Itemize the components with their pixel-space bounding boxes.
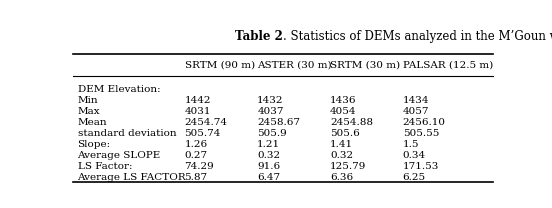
Text: 0.32: 0.32 <box>257 151 280 160</box>
Text: 2454.74: 2454.74 <box>184 118 227 126</box>
Text: 2456.10: 2456.10 <box>403 118 445 126</box>
Text: 0.32: 0.32 <box>330 151 353 160</box>
Text: standard deviation: standard deviation <box>77 129 176 137</box>
Text: 6.36: 6.36 <box>330 173 353 182</box>
Text: 6.47: 6.47 <box>257 173 280 182</box>
Text: 1.21: 1.21 <box>257 140 280 149</box>
Text: 1.41: 1.41 <box>330 140 353 149</box>
Text: 505.9: 505.9 <box>257 129 287 137</box>
Text: 1.26: 1.26 <box>184 140 208 149</box>
Text: . Statistics of DEMs analyzed in the M’Goun watershed.: . Statistics of DEMs analyzed in the M’G… <box>283 30 552 43</box>
Text: 5.87: 5.87 <box>184 173 208 182</box>
Text: 91.6: 91.6 <box>257 162 280 171</box>
Text: 1442: 1442 <box>184 95 211 105</box>
Text: 1432: 1432 <box>257 95 284 105</box>
Text: Table 2: Table 2 <box>235 30 283 43</box>
Text: 2458.67: 2458.67 <box>257 118 300 126</box>
Text: LS Factor:: LS Factor: <box>77 162 132 171</box>
Text: DEM Elevation:: DEM Elevation: <box>77 84 160 94</box>
Text: 4057: 4057 <box>403 106 429 116</box>
Text: 6.25: 6.25 <box>403 173 426 182</box>
Text: 4031: 4031 <box>184 106 211 116</box>
Text: Min: Min <box>77 95 98 105</box>
Text: 0.34: 0.34 <box>403 151 426 160</box>
Text: 4037: 4037 <box>257 106 284 116</box>
Text: 1436: 1436 <box>330 95 357 105</box>
Text: 4054: 4054 <box>330 106 357 116</box>
Text: 171.53: 171.53 <box>403 162 439 171</box>
Text: 0.27: 0.27 <box>184 151 208 160</box>
Text: Average SLOPE: Average SLOPE <box>77 151 161 160</box>
Text: 505.55: 505.55 <box>403 129 439 137</box>
Text: 1.5: 1.5 <box>403 140 419 149</box>
Text: 125.79: 125.79 <box>330 162 367 171</box>
Text: SRTM (90 m): SRTM (90 m) <box>184 61 254 69</box>
Text: 2454.88: 2454.88 <box>330 118 373 126</box>
Text: Mean: Mean <box>77 118 107 126</box>
Text: PALSAR (12.5 m): PALSAR (12.5 m) <box>403 61 493 69</box>
Text: 505.6: 505.6 <box>330 129 360 137</box>
Text: SRTM (30 m): SRTM (30 m) <box>330 61 400 69</box>
Text: Slope:: Slope: <box>77 140 111 149</box>
Text: 1434: 1434 <box>403 95 429 105</box>
Text: Max: Max <box>77 106 100 116</box>
Text: Average LS FACTOR: Average LS FACTOR <box>77 173 186 182</box>
Text: ASTER (30 m): ASTER (30 m) <box>257 61 332 69</box>
Text: 505.74: 505.74 <box>184 129 221 137</box>
Text: 74.29: 74.29 <box>184 162 214 171</box>
